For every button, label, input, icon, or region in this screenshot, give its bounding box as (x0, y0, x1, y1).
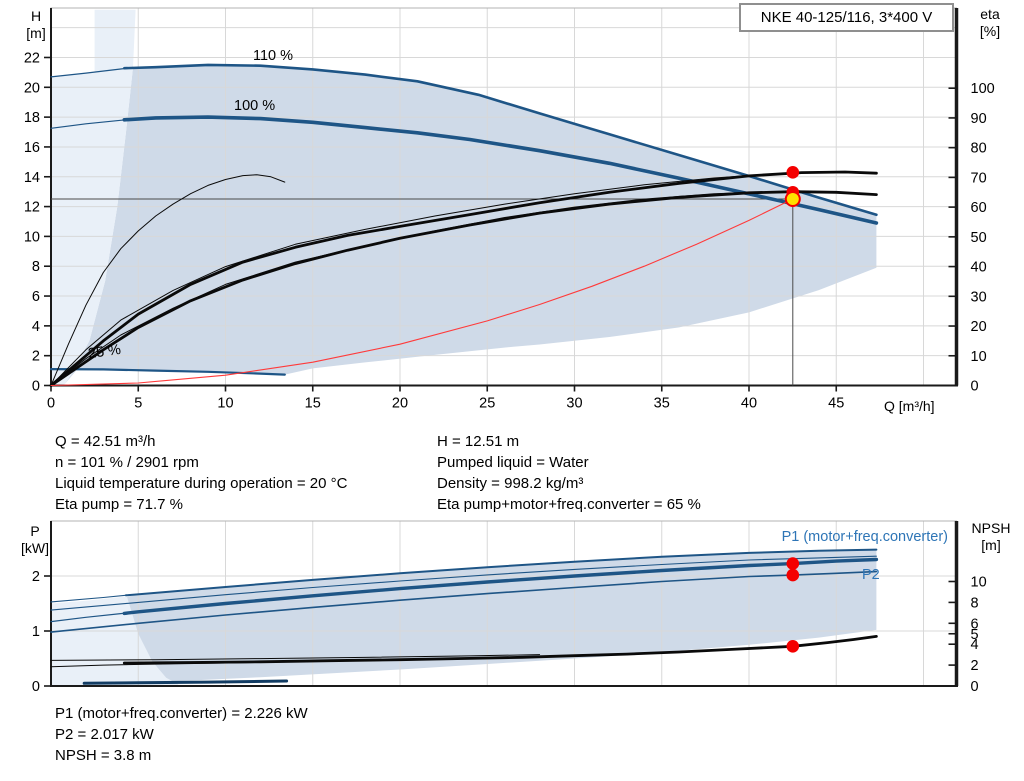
right-tick-label: 4 (971, 637, 979, 653)
q-axis-title: Q [m³/h] (884, 398, 935, 414)
bottom-tick-label: 45 (828, 396, 844, 412)
left-tick-label: 8 (32, 259, 40, 275)
envelope-band-light (51, 9, 136, 385)
info-line-eta-pump: Eta pump = 71.7 % (55, 496, 183, 513)
bottom-tick-label: 15 (305, 396, 321, 412)
eta-pump-point (786, 166, 800, 179)
curve-p1-thin-lead (50, 612, 129, 623)
pump-title: NKE 40-125/116, 3*400 V (760, 9, 933, 26)
curve-h-100pct (122, 115, 879, 225)
chart-qh: 0 2 4 6 8 10 12 14 16 18 20 22 0 5 10 15 20 25 30 35 40 45 0 10… (24, 7, 995, 412)
curve-p2-curve (50, 570, 878, 633)
right-tick-label: 100 (971, 81, 995, 97)
pump-title-box: NKE 40-125/116, 3*400 V (739, 3, 954, 32)
curve-eta-25pct-thin (50, 174, 286, 386)
left-tick-label: 1 (32, 624, 40, 640)
label-p2-curve: P2 (862, 567, 880, 583)
left-tick-label: 14 (24, 170, 40, 186)
left-tick-label: 0 (32, 379, 40, 395)
curve-eta-pump-thin (50, 172, 802, 386)
chart-power: 0 1 2 0 2 456 8 10 (32, 520, 987, 695)
left-tick-label: 18 (24, 110, 40, 126)
right-tick-label: 0 (971, 679, 979, 695)
npsh-point (786, 639, 800, 653)
duty-point (784, 190, 801, 207)
right-tick-label: 50 (971, 230, 987, 246)
bottom-tick-label: 0 (47, 396, 55, 412)
info-line-n: n = 101 % / 2901 rpm (55, 454, 199, 471)
right-tick-label: 80 (971, 141, 987, 157)
right-tick-label: 10 (971, 575, 987, 591)
bottom-tick-label: 40 (741, 396, 757, 412)
curve-p-envelope-top-thin (50, 594, 132, 603)
curve-h-110pct-thin-lead (50, 66, 134, 78)
bottom-tick-label: 35 (654, 396, 670, 412)
right-tick-label: 70 (971, 170, 987, 186)
left-tick-label: 12 (24, 200, 40, 216)
left-tick-label: 0 (32, 679, 40, 695)
right-tick-label: 60 (971, 200, 987, 216)
curve-h-100pct-thin-lead (50, 118, 131, 129)
curve-p1-curve (122, 557, 879, 616)
info-line-density: Density = 998.2 kg/m³ (437, 475, 584, 492)
eta-axis-title: eta [%] (979, 6, 1001, 39)
right-tick-label: 8 (971, 595, 979, 611)
p1-point (786, 557, 800, 570)
right-tick-label: 10 (971, 349, 987, 365)
label-speed-110: 110 % (253, 48, 294, 64)
left-tick-label: 22 (24, 50, 40, 66)
info-line-temp: Liquid temperature during operation = 20… (55, 475, 348, 492)
left-tick-label: 16 (24, 140, 40, 156)
info-bottom: P1 (motor+freq.converter) = 2.226 kW P2 … (55, 703, 308, 766)
curve-h-25pct (49, 368, 286, 376)
p2-point (786, 568, 800, 582)
right-tick-label: 30 (971, 289, 987, 305)
left-tick-label: 20 (24, 80, 40, 96)
info-top-left: Q = 42.51 m³/h n = 101 % / 2901 rpm Liqu… (55, 431, 347, 515)
left-tick-label: 2 (32, 349, 40, 365)
label-p1-curve: P1 (motor+freq.converter) (781, 529, 948, 545)
bottom-tick-label: 30 (566, 396, 582, 412)
info-line-eta-total: Eta pump+motor+freq.converter = 65 % (437, 496, 701, 513)
info-line-liquid: Pumped liquid = Water (437, 454, 589, 471)
info-top-right: H = 12.51 m Pumped liquid = Water Densit… (437, 431, 701, 515)
curve-eta-pump (49, 170, 878, 387)
bottom-tick-label: 25 (479, 396, 495, 412)
right-tick-label: 90 (971, 111, 987, 127)
right-tick-label: 2 (971, 658, 979, 674)
info-line-q: Q = 42.51 m³/h (55, 433, 156, 450)
left-tick-label: 6 (32, 289, 40, 305)
h-axis-title: H [m] (26, 8, 46, 41)
left-tick-label: 4 (32, 319, 40, 335)
bottom-tick-label: 10 (217, 396, 233, 412)
npsh-axis-title: NPSH [m] (971, 520, 1011, 553)
left-tick-label: 2 (32, 569, 40, 585)
curve-p-25pct (82, 679, 289, 685)
label-speed-100: 100 % (234, 98, 276, 114)
curve-system-curve (50, 198, 794, 387)
curve-eta-total (49, 190, 878, 387)
bottom-tick-label: 20 (392, 396, 408, 412)
power-band (59, 549, 877, 685)
right-tick-label: 5 (971, 627, 979, 643)
info-line-npsh: NPSH = 3.8 m (55, 747, 152, 764)
info-line-p2: P2 = 2.017 kW (55, 726, 154, 743)
bottom-tick-label: 5 (134, 396, 142, 412)
curve-h-110pct (123, 63, 878, 217)
curve-npsh-curve (122, 635, 878, 665)
curve-npsh-thin-a (50, 654, 541, 661)
p-axis-title: P [kW] (21, 523, 49, 556)
right-tick-label: 20 (971, 319, 987, 335)
left-tick-label: 10 (24, 229, 40, 245)
curve-p-envelope-second (50, 555, 877, 611)
right-tick-label: 40 (971, 260, 987, 276)
right-tick-label: 0 (971, 379, 979, 395)
right-tick-label: 6 (971, 616, 979, 632)
curve-p-envelope-top (125, 548, 878, 597)
info-line-h: H = 12.51 m (437, 433, 520, 450)
info-line-p1: P1 (motor+freq.converter) = 2.226 kW (55, 705, 308, 722)
